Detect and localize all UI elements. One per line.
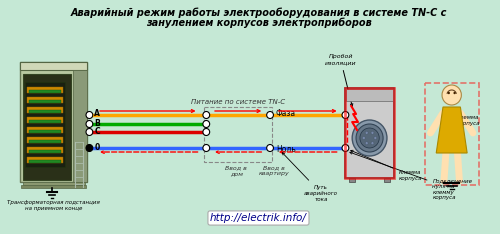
Circle shape <box>342 145 349 151</box>
Circle shape <box>371 131 374 134</box>
Circle shape <box>365 131 368 134</box>
Circle shape <box>86 128 93 135</box>
Text: Фаза: Фаза <box>276 109 296 117</box>
Circle shape <box>454 92 456 94</box>
Circle shape <box>362 136 365 139</box>
Bar <box>26 147 64 153</box>
Circle shape <box>374 136 377 139</box>
Circle shape <box>448 92 450 94</box>
Bar <box>28 100 62 103</box>
Circle shape <box>342 111 349 118</box>
Bar <box>20 62 87 182</box>
Circle shape <box>86 111 93 118</box>
Circle shape <box>86 145 93 151</box>
Bar <box>28 90 62 93</box>
Bar <box>20 62 87 70</box>
Text: B: B <box>94 118 100 128</box>
Circle shape <box>86 121 93 128</box>
Bar <box>350 178 355 182</box>
Circle shape <box>203 111 209 118</box>
Bar <box>26 137 64 143</box>
Text: C: C <box>94 127 100 135</box>
Bar <box>21 185 86 188</box>
Circle shape <box>442 85 462 105</box>
Text: Подключение
нуля на
клемму
корпуса: Подключение нуля на клемму корпуса <box>350 152 472 200</box>
Bar <box>346 89 393 101</box>
Circle shape <box>203 128 209 135</box>
Text: Путь
аварийного
тока: Путь аварийного тока <box>282 153 339 202</box>
Bar <box>26 157 64 163</box>
Text: занулением корпусов электроприборов: занулением корпусов электроприборов <box>146 18 372 29</box>
Text: Ввод в
дом: Ввод в дом <box>226 165 247 176</box>
Text: Пробой
изоляции: Пробой изоляции <box>325 54 356 106</box>
Circle shape <box>266 145 274 151</box>
Bar <box>346 88 394 178</box>
Circle shape <box>352 120 387 156</box>
Bar <box>204 107 272 162</box>
Text: Трансформаторная подстанция
на приемном конце: Трансформаторная подстанция на приемном … <box>8 200 100 211</box>
Bar <box>28 150 62 153</box>
Bar <box>24 82 65 167</box>
Text: http://electrik.info/: http://electrik.info/ <box>210 213 307 223</box>
Bar <box>26 107 64 113</box>
Bar <box>28 120 62 123</box>
Text: Клемма
корпуса: Клемма корпуса <box>351 150 422 181</box>
Circle shape <box>356 124 383 152</box>
Bar <box>22 182 84 185</box>
Bar <box>26 97 64 103</box>
Circle shape <box>203 121 209 128</box>
Circle shape <box>365 142 368 145</box>
Text: 0: 0 <box>94 143 100 151</box>
Circle shape <box>203 145 209 151</box>
Text: Аварийный режим работы электрооборудования в системе TN-C с: Аварийный режим работы электрооборудован… <box>70 8 446 18</box>
Bar <box>384 178 390 182</box>
Bar <box>28 110 62 113</box>
Text: Ноль: Ноль <box>276 145 295 154</box>
Bar <box>28 160 62 163</box>
Text: Клемма
корпуса: Клемма корпуса <box>456 115 480 126</box>
Bar <box>26 117 64 123</box>
Bar <box>424 83 478 185</box>
Bar <box>28 130 62 133</box>
Circle shape <box>360 128 379 148</box>
Bar <box>346 88 394 178</box>
Polygon shape <box>436 107 467 153</box>
Bar <box>28 140 62 143</box>
Bar <box>22 74 71 180</box>
Bar <box>73 70 88 182</box>
Text: A: A <box>94 110 100 118</box>
Circle shape <box>371 142 374 145</box>
Circle shape <box>266 111 274 118</box>
Bar <box>26 127 64 133</box>
Bar <box>26 87 64 93</box>
Text: Ввод в
квартиру: Ввод в квартиру <box>258 165 290 176</box>
Text: Питание по системе TN-C: Питание по системе TN-C <box>191 99 285 105</box>
